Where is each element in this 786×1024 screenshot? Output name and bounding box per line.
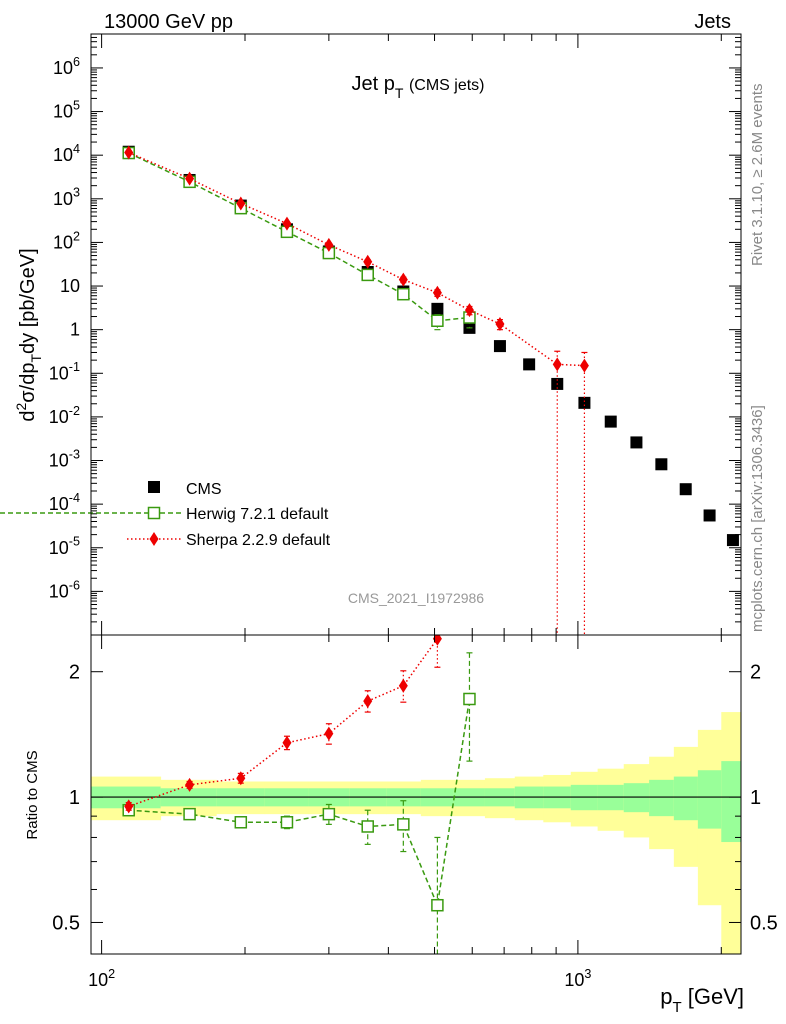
- main-ytick-label: 10-5: [49, 535, 80, 558]
- ratio-data-layer: [122, 635, 476, 954]
- herwig-point: [397, 287, 410, 301]
- herwig-ratio-point: [397, 818, 410, 831]
- herwig-ratio-point: [234, 816, 248, 829]
- sherpa-point: [464, 303, 474, 318]
- sherpa-point: [579, 358, 589, 373]
- sherpa-line: [128, 151, 585, 367]
- ratio-ytick-label: 1: [69, 787, 80, 809]
- ratio-frame: [90, 634, 742, 955]
- legend-label-herwig: Herwig 7.2.1 default: [186, 506, 329, 523]
- herwig-ratio-point: [431, 898, 444, 912]
- cms-point: [703, 509, 716, 522]
- main-ytick-label: 104: [53, 142, 80, 165]
- cms-point: [431, 302, 444, 315]
- header-energy-label: 13000 GeV pp: [104, 11, 233, 33]
- main-ytick-label: 10-3: [49, 447, 80, 470]
- main-ytick-label: 10-4: [49, 491, 80, 514]
- cms-point: [655, 458, 668, 471]
- sherpa-ratio-point: [185, 777, 195, 792]
- ratio-ytick-label: 2: [69, 662, 80, 684]
- cms-point: [523, 358, 536, 371]
- main-ytick-label: 10-2: [49, 404, 80, 427]
- ratio-xtick-label: 102: [88, 967, 115, 990]
- main-ytick-label: 10-6: [49, 578, 80, 601]
- header-jets-label: Jets: [694, 11, 731, 33]
- herwig-line: [128, 152, 470, 322]
- main-ytick-label: 10-1: [49, 360, 80, 383]
- sherpa-ratio-line: [128, 638, 439, 808]
- cms-point: [679, 483, 692, 496]
- sherpa-point: [432, 285, 442, 300]
- sherpa-point: [552, 357, 562, 372]
- mcplots-label: mcplots.cern.ch [arXiv:1306.3436]: [749, 405, 766, 632]
- herwig-point: [431, 314, 444, 328]
- rivet-version-label: Rivet 3.1.10, ≥ 2.6M events: [749, 84, 766, 267]
- legend-label-sherpa: Sherpa 2.2.9 default: [186, 532, 331, 549]
- ratio-uncertainty-band: [91, 712, 741, 954]
- legend: CMS Herwig 7.2.1 default Sherpa 2.2.9 de…: [0, 481, 331, 549]
- plot-title: Jet pT (CMS jets): [351, 73, 484, 101]
- ratio-ytick-label-right: 0.5: [750, 912, 778, 934]
- ratio-ytick-label: 0.5: [52, 912, 80, 934]
- plot-title-main: Jet p: [351, 73, 394, 95]
- sherpa-ratio-point: [398, 678, 408, 693]
- sherpa-ratio-point: [124, 799, 134, 814]
- sherpa-point: [185, 171, 195, 186]
- main-data-layer: [122, 145, 739, 635]
- ratio-ytick-label-right: 2: [750, 662, 761, 684]
- herwig-ratio-point: [280, 816, 294, 829]
- sherpa-point: [495, 316, 505, 331]
- cms-point: [578, 396, 591, 409]
- sherpa-ratio-point: [236, 771, 246, 786]
- main-ytick-label: 105: [53, 98, 80, 121]
- herwig-ratio-point: [183, 807, 196, 821]
- legend-label-cms: CMS: [186, 481, 222, 498]
- ratio-xtick-label: 103: [564, 967, 591, 990]
- sherpa-point: [363, 254, 373, 269]
- x-axis-label: pT [GeV]: [660, 984, 744, 1016]
- band-inner-bin: [673, 776, 699, 821]
- herwig-point: [361, 268, 374, 282]
- ratio-axis-ticks: 102 103 2 2 1 1 0.5 0.5: [52, 635, 778, 990]
- plot-title-suffix: (CMS jets): [409, 77, 485, 94]
- sherpa-point: [236, 196, 246, 211]
- plot-title-sub: T: [395, 85, 404, 101]
- cms-point: [493, 340, 506, 353]
- sherpa-ratio-point: [363, 694, 373, 709]
- herwig-ratio-point: [463, 692, 476, 706]
- sherpa-point: [282, 216, 292, 231]
- main-ylabel: d2σ/dpTdy [pb/GeV]: [13, 248, 44, 421]
- band-inner-bin: [697, 770, 722, 829]
- main-ytick-label: 103: [53, 186, 80, 209]
- main-ytick-label: 106: [53, 55, 80, 78]
- herwig-ratio-point: [322, 807, 336, 821]
- sherpa-ratio-point: [324, 726, 334, 741]
- cms-point: [630, 436, 643, 449]
- cms-point: [604, 415, 617, 428]
- sherpa-point: [324, 237, 334, 252]
- legend-marker-sherpa: [149, 532, 159, 546]
- sherpa-point: [398, 272, 408, 287]
- cms-point: [726, 534, 739, 547]
- main-ytick-label: 102: [53, 229, 80, 252]
- ratio-ylabel: Ratio to CMS: [24, 750, 41, 839]
- main-ytick-label: 10: [60, 276, 80, 296]
- main-axis-ticks: 10610510410310210110-110-210-310-410-510…: [49, 33, 741, 636]
- legend-marker-cms: [148, 481, 160, 493]
- sherpa-ratio-point: [282, 735, 292, 750]
- main-ytick-label: 1: [70, 320, 80, 340]
- sherpa-point: [124, 145, 134, 160]
- ratio-ytick-label-right: 1: [750, 787, 761, 809]
- legend-marker-herwig: [147, 506, 161, 520]
- band-inner-bin: [649, 779, 675, 817]
- band-inner-bin: [721, 761, 741, 843]
- sherpa-ratio-point: [432, 635, 442, 646]
- herwig-ratio-point: [361, 820, 374, 833]
- analysis-watermark: CMS_2021_I1972986: [348, 590, 484, 606]
